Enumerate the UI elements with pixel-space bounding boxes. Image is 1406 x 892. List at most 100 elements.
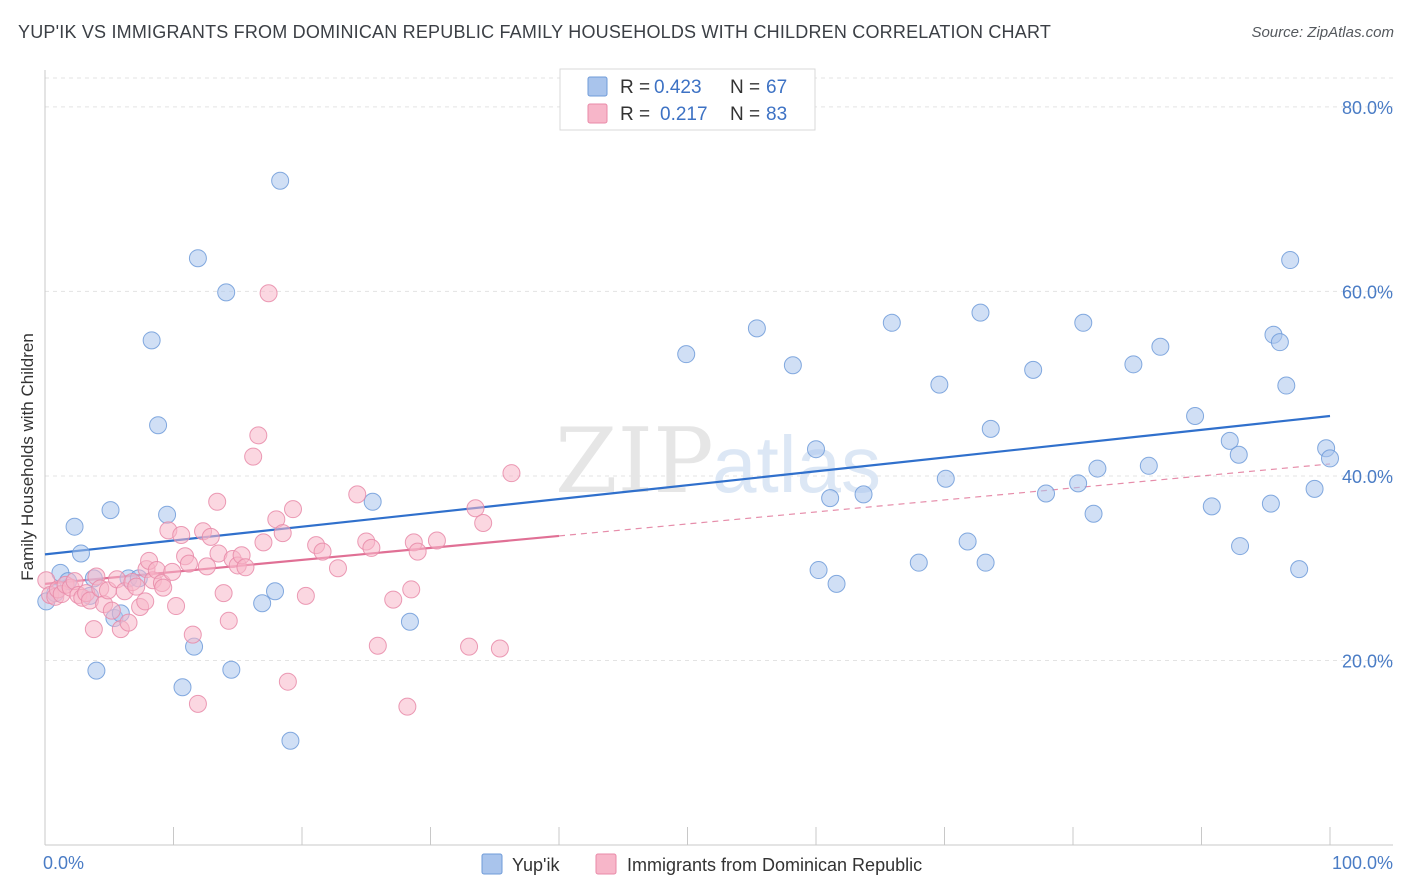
dominican-point <box>460 637 479 656</box>
watermark: ZIP atlas <box>555 409 881 514</box>
yupik-point <box>909 553 928 572</box>
yupik-point <box>253 594 272 613</box>
yupik-point <box>854 485 873 504</box>
yupik-point <box>1321 449 1339 468</box>
dominican-point <box>179 554 198 573</box>
y-tick-label: 20.0% <box>1342 651 1393 671</box>
legend-swatch-yupik <box>587 76 608 97</box>
dominican-point <box>368 636 387 655</box>
dominican-point <box>273 524 292 543</box>
legend-r-value-yupik: 0.423 <box>654 77 702 98</box>
dominican-point <box>259 284 278 303</box>
yupik-point <box>142 331 161 350</box>
data-points <box>37 171 1339 750</box>
yupik-point <box>1151 337 1170 356</box>
yupik-point <box>1229 445 1248 464</box>
yupik-point <box>936 469 955 488</box>
yupik-point <box>400 612 419 631</box>
yupik-point <box>981 419 1000 438</box>
yupik-point <box>827 574 846 593</box>
yupik-point <box>1139 456 1158 475</box>
dominican-point <box>136 592 155 611</box>
dominican-point <box>362 538 381 557</box>
dominican-point <box>127 577 146 596</box>
yupik-point <box>976 553 995 572</box>
x-tick-label-max: 100.0% <box>1332 853 1393 873</box>
legend-n-label-dominican: N = <box>730 104 760 125</box>
yupik-point <box>1290 560 1309 579</box>
x-tick-label-min: 0.0% <box>43 853 84 873</box>
yupik-point <box>217 283 236 302</box>
dominican-point <box>172 526 191 544</box>
dominican-point <box>348 485 367 504</box>
yupik-point <box>930 375 949 394</box>
dominican-point <box>296 586 315 605</box>
bottom-legend-label-yupik: Yup'ik <box>512 855 560 875</box>
dominican-point <box>197 557 216 576</box>
dominican-point <box>474 514 493 533</box>
bottom-legend-label-dominican: Immigrants from Dominican Republic <box>627 855 922 875</box>
yupik-point <box>1037 484 1056 503</box>
yupik-point <box>1124 355 1143 374</box>
yupik-point <box>271 171 290 190</box>
yupik-point <box>1270 333 1289 352</box>
yupik-point <box>1305 479 1324 498</box>
dominican-point <box>408 542 427 561</box>
bottom-legend-swatch-yupik <box>481 853 503 875</box>
y-tick-labels: 20.0% 40.0% 60.0% 80.0% <box>1342 98 1393 672</box>
yupik-point <box>65 517 84 536</box>
dominican-point <box>219 611 238 630</box>
dominican-point <box>402 580 421 599</box>
yupik-point <box>809 561 828 580</box>
yupik-point <box>1084 504 1103 523</box>
yupik-point <box>1277 376 1296 395</box>
chart-source: Source: ZipAtlas.com <box>1251 24 1394 41</box>
legend-n-value-dominican: 83 <box>766 104 787 125</box>
yupik-point <box>101 501 120 520</box>
legend-r-value-dominican: 0.217 <box>660 104 708 125</box>
yupik-point <box>188 249 207 268</box>
yupik-point <box>1220 431 1239 450</box>
dominican-point <box>313 542 332 561</box>
legend-r-label-dominican: R = <box>620 104 650 125</box>
dominican-point <box>119 613 138 632</box>
yupik-point <box>1074 313 1093 332</box>
yupik-point <box>958 532 977 551</box>
yupik-point <box>1088 459 1107 478</box>
yupik-point <box>747 319 766 338</box>
yupik-point <box>222 660 241 679</box>
dominican-point <box>188 694 207 713</box>
watermark-zip: ZIP <box>555 409 714 514</box>
dominican-trend-line-dashed <box>558 463 1331 537</box>
dominican-point <box>490 639 509 658</box>
bottom-legend-swatch-dominican <box>595 853 617 875</box>
legend-r-label-yupik: R = <box>620 77 650 98</box>
dominican-point <box>278 672 297 691</box>
dominican-point <box>163 562 182 581</box>
y-axis-title: Family Households with Children <box>18 333 37 581</box>
dominican-point <box>208 492 227 511</box>
yupik-point <box>173 678 192 697</box>
yupik-point <box>1024 360 1043 379</box>
watermark-atlas: atlas <box>712 420 881 509</box>
legend-n-label-yupik: N = <box>730 77 760 98</box>
dominican-point <box>284 500 303 519</box>
dominican-point <box>236 558 255 577</box>
y-tick-label: 60.0% <box>1342 282 1393 302</box>
dominican-point <box>183 625 202 644</box>
dominican-point <box>384 590 403 609</box>
yupik-point <box>882 313 901 332</box>
chart-title: YUP'IK VS IMMIGRANTS FROM DOMINICAN REPU… <box>18 22 1052 42</box>
dominican-point <box>328 559 347 578</box>
dominican-point <box>154 578 173 597</box>
dominican-point <box>84 620 103 639</box>
yupik-point <box>149 416 168 435</box>
legend-n-value-yupik: 67 <box>766 77 787 98</box>
y-tick-label: 40.0% <box>1342 467 1393 487</box>
yupik-trend-line <box>44 414 1331 556</box>
dominican-point <box>427 531 446 550</box>
yupik-point <box>363 492 382 511</box>
dominican-point <box>214 584 233 603</box>
yupik-point <box>1202 497 1221 516</box>
yupik-point <box>1281 251 1300 270</box>
